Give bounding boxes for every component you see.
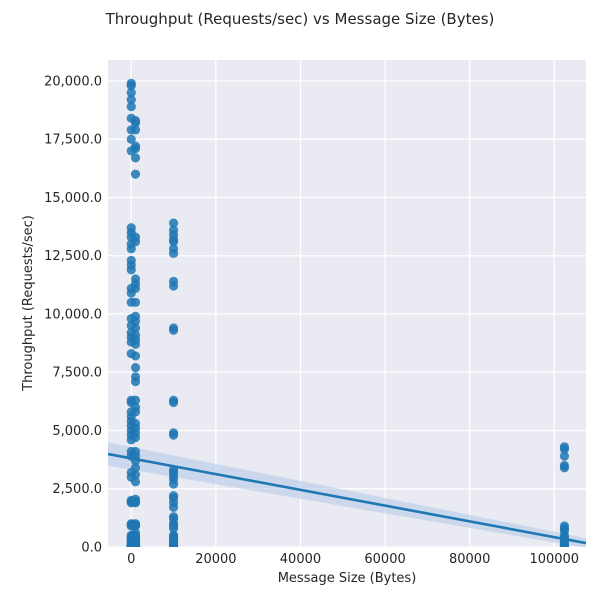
y-tick-label: 0.0 <box>81 541 102 556</box>
data-point <box>130 376 141 387</box>
data-point <box>126 81 136 91</box>
data-point <box>130 477 141 487</box>
y-tick-label: 2,500.0 <box>52 482 102 497</box>
data-point <box>126 102 136 112</box>
data-point <box>559 444 570 454</box>
data-point <box>130 542 141 547</box>
data-point <box>168 397 179 408</box>
data-point <box>130 169 141 179</box>
data-point <box>168 523 179 533</box>
data-point <box>130 407 141 417</box>
x-tick-label: 40000 <box>280 552 321 567</box>
data-point <box>168 541 179 547</box>
data-point <box>559 541 570 547</box>
data-point <box>126 95 136 105</box>
data-point <box>130 432 141 443</box>
chart-title: Throughput (Requests/sec) vs Message Siz… <box>105 10 495 28</box>
y-tick-label: 7,500.0 <box>52 366 102 381</box>
y-tick-label: 12,500.0 <box>44 249 102 264</box>
y-tick-label: 15,000.0 <box>44 191 102 206</box>
data-point <box>168 218 179 228</box>
data-point <box>130 351 141 361</box>
x-tick-label: 80000 <box>449 552 490 567</box>
data-point <box>130 339 141 349</box>
y-tick-label: 17,500.0 <box>44 133 102 148</box>
data-point <box>130 237 141 247</box>
y-tick-label: 5,000.0 <box>52 424 102 439</box>
x-tick-label: 60000 <box>364 552 405 567</box>
data-point <box>130 521 141 531</box>
data-point <box>559 451 570 461</box>
y-tick-label: 10,000.0 <box>44 307 102 322</box>
regression-line <box>108 452 586 545</box>
data-point <box>126 244 136 254</box>
data-point <box>168 479 179 489</box>
data-point <box>168 325 179 335</box>
data-point <box>130 395 141 405</box>
data-point <box>130 125 141 135</box>
y-axis-label: Throughput (Requests/sec) <box>21 215 36 392</box>
x-tick-label: 0 <box>127 552 135 567</box>
x-axis-label: Message Size (Bytes) <box>278 571 417 586</box>
data-point <box>126 265 136 275</box>
y-tick-labels: 0.0 2,500.0 5,000.0 7,500.0 10,000.0 12,500.0… <box>44 74 102 555</box>
x-tick-labels: 0 20000 40000 60000 80000 100000 <box>127 552 579 567</box>
grid-lines <box>108 60 586 548</box>
data-point <box>130 316 141 326</box>
data-point <box>130 297 141 307</box>
data-point <box>130 153 141 163</box>
data-point <box>130 498 141 508</box>
data-point <box>168 502 179 512</box>
x-tick-label: 100000 <box>529 552 579 567</box>
data-point <box>130 470 141 480</box>
x-tick-label: 20000 <box>195 552 236 567</box>
data-point <box>130 143 141 154</box>
data-point <box>168 430 179 440</box>
data-point <box>130 118 141 128</box>
y-tick-label: 20,000.0 <box>44 74 102 89</box>
data-point <box>168 237 179 247</box>
data-point <box>559 463 570 473</box>
regression-line-layer <box>108 452 586 545</box>
data-point <box>168 281 179 291</box>
data-point <box>168 248 179 259</box>
data-point <box>130 463 141 473</box>
data-point <box>126 134 136 144</box>
data-point <box>130 283 141 293</box>
data-point <box>130 323 141 333</box>
data-point <box>130 362 141 373</box>
data-point <box>126 88 136 98</box>
